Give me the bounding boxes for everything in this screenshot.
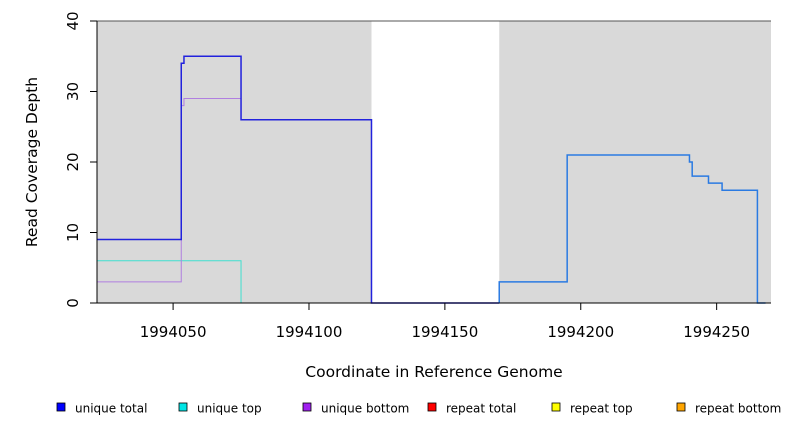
- x-tick-label: 1994250: [683, 323, 750, 341]
- legend-swatch-repeat-bottom: [676, 402, 686, 412]
- axes: 0 10 20 30 40 1994050 1994100 1994150 1994200 199…: [64, 11, 771, 341]
- x-tick-label: 1994050: [140, 323, 207, 341]
- shaded-regions: [97, 21, 771, 303]
- x-axis-title: Coordinate in Reference Genome: [305, 363, 562, 381]
- legend-label: unique total: [75, 402, 147, 416]
- x-tick-label: 1994100: [276, 323, 343, 341]
- y-tick-label: 0: [64, 298, 82, 308]
- series-line-unique-total: [97, 55, 500, 304]
- y-tick-label: 20: [64, 152, 82, 171]
- shaded-region-0: [97, 21, 372, 303]
- legend-label: repeat bottom: [695, 402, 781, 416]
- y-tick-label: 10: [64, 223, 82, 242]
- series-line-other-5: [498, 154, 766, 304]
- legend-label: unique bottom: [321, 402, 409, 416]
- x-tick-label: 1994200: [547, 323, 614, 341]
- legend: unique total unique top unique bottom repea…: [56, 402, 781, 416]
- shaded-region-1: [499, 21, 771, 303]
- x-tick-label: 1994150: [411, 323, 478, 341]
- y-tick-label: 30: [64, 82, 82, 101]
- y-tick-label: 40: [64, 11, 82, 30]
- legend-swatch-repeat-total: [427, 402, 437, 412]
- legend-label: repeat top: [570, 402, 633, 416]
- y-axis-title: Read Coverage Depth: [23, 77, 41, 247]
- legend-swatch-unique-bottom: [302, 402, 312, 412]
- legend-swatch-repeat-top: [551, 402, 561, 412]
- legend-label: repeat total: [446, 402, 516, 416]
- legend-swatch-unique-top: [178, 402, 188, 412]
- legend-label: unique top: [197, 402, 262, 416]
- legend-swatch-unique-total: [56, 402, 66, 412]
